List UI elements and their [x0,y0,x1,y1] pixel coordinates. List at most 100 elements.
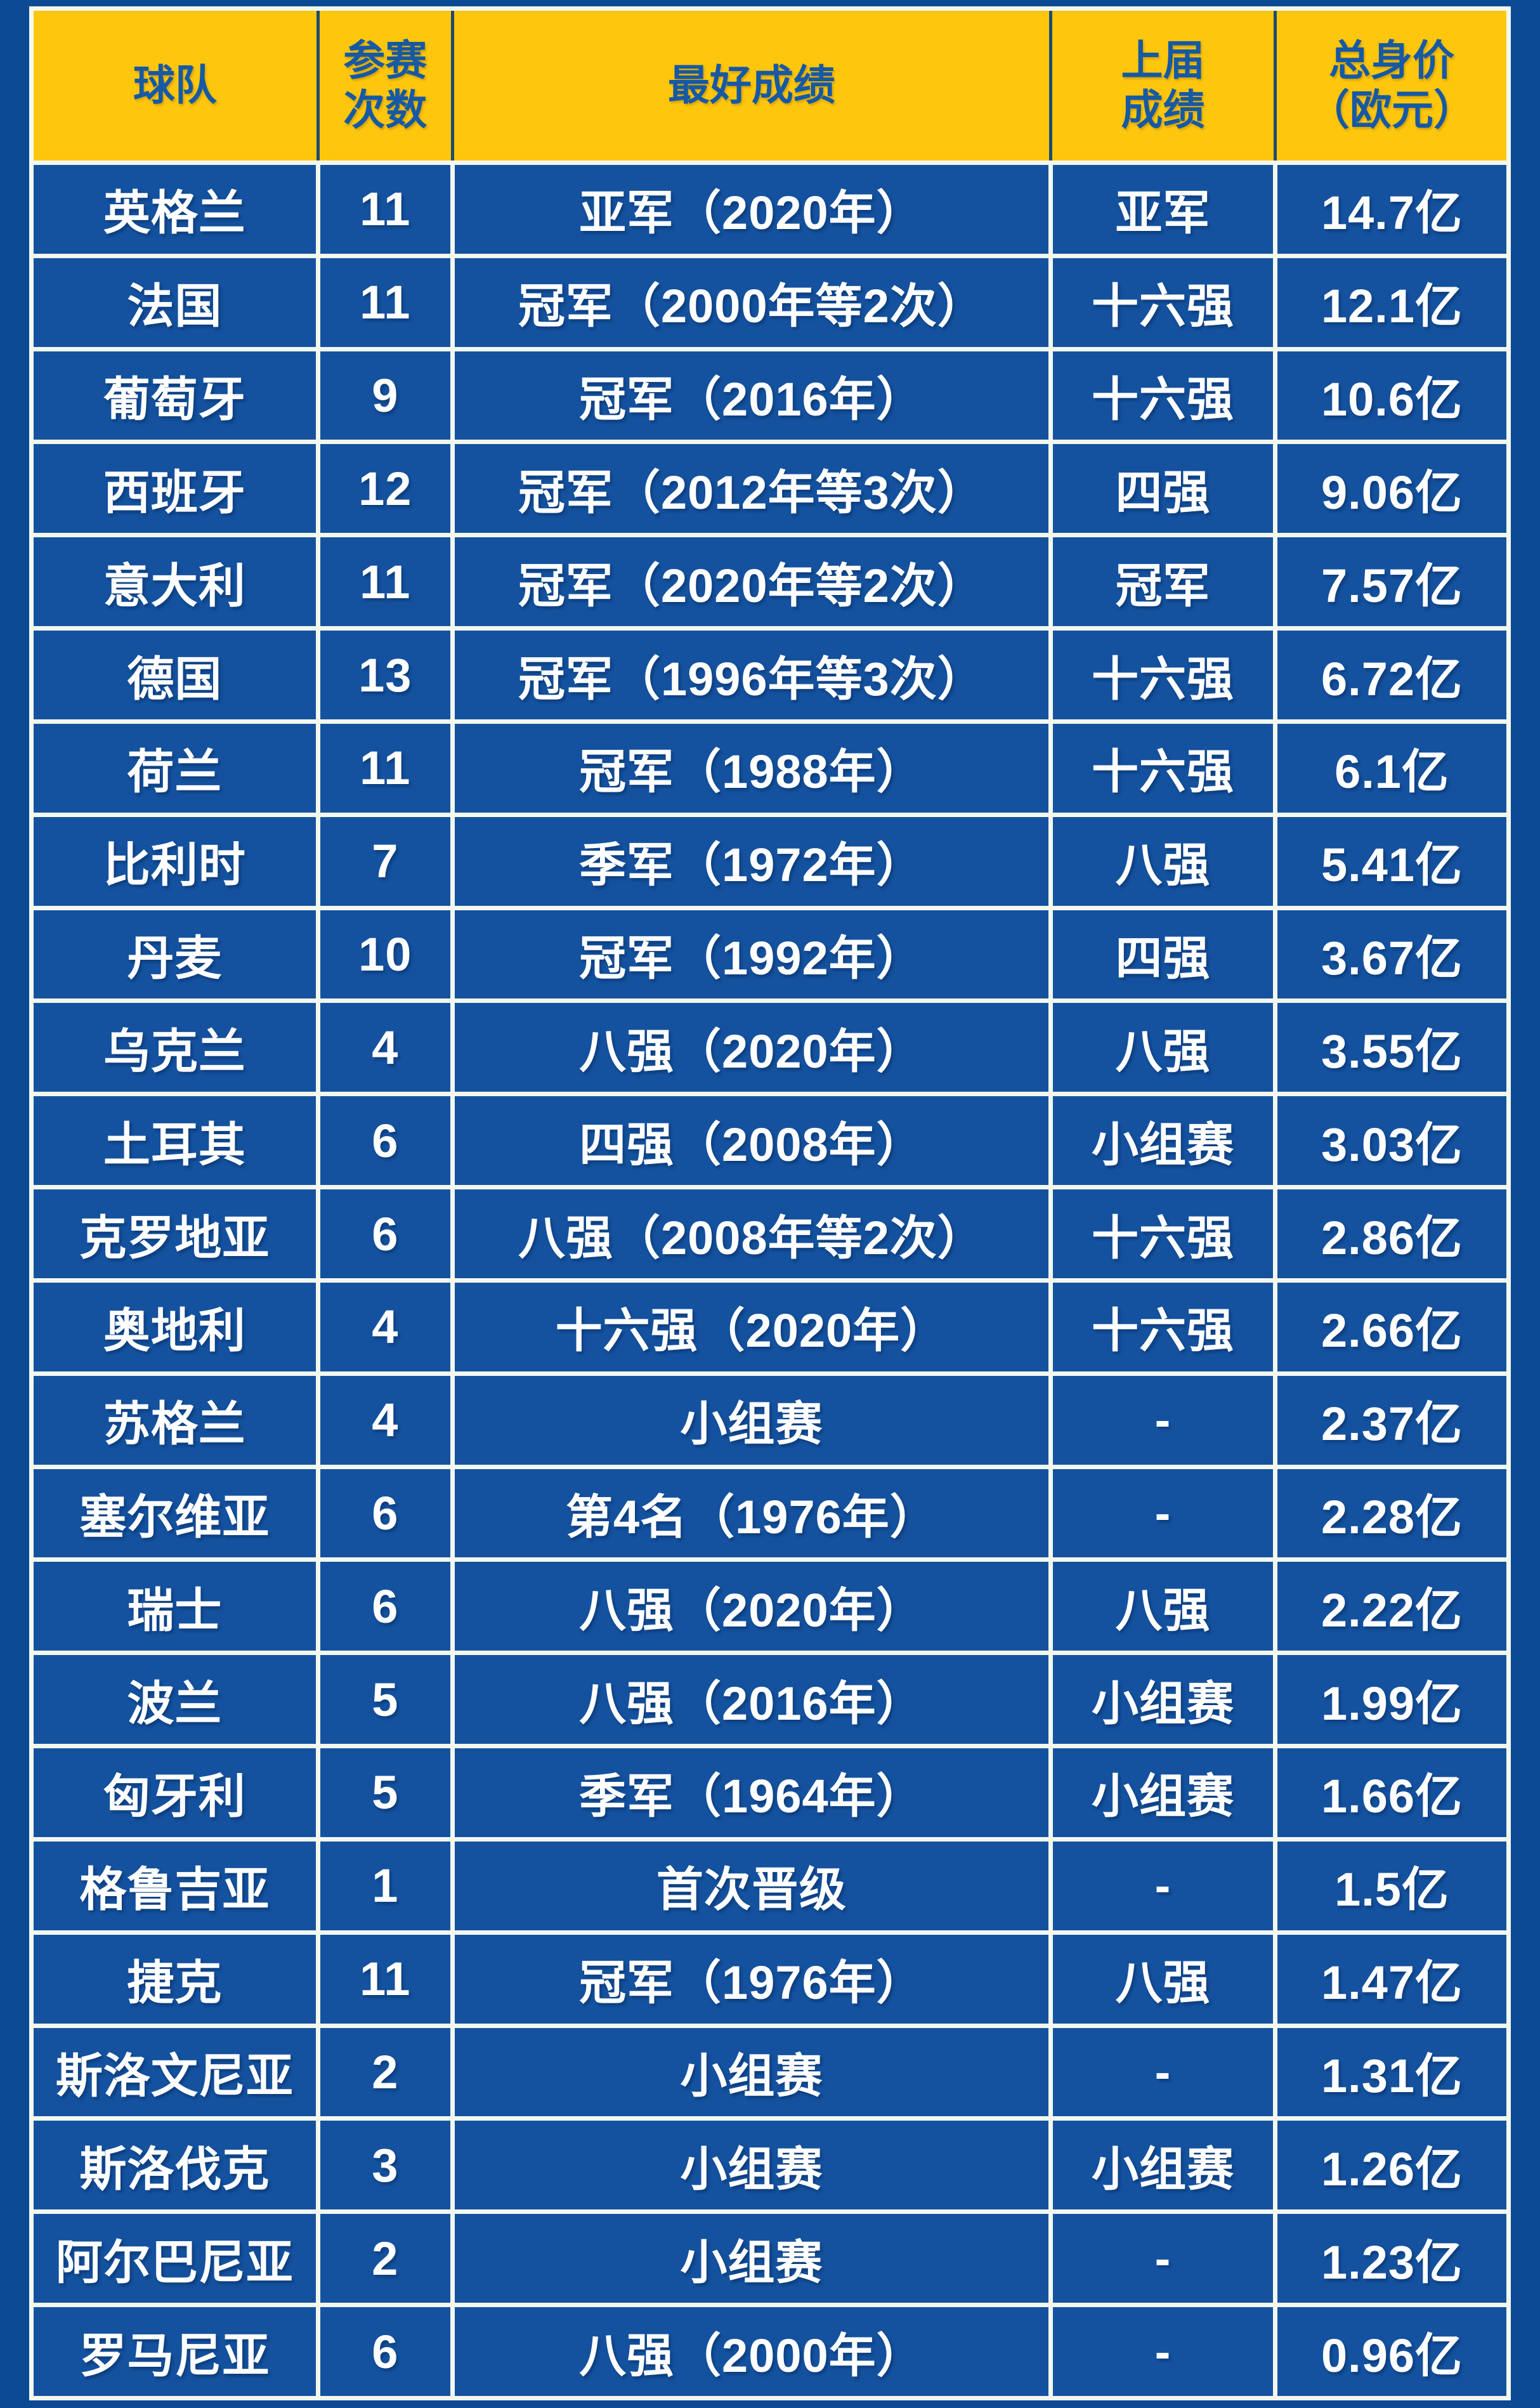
market-value-cell: 2.22亿 [1273,1557,1511,1656]
table-row: 乌克兰 4 八强（2020年） 八强 3.55亿 [29,998,1511,1097]
market-value-cell: 5.41亿 [1273,812,1511,910]
table-row: 阿尔巴尼亚 2 小组赛 -1.23亿 [29,2209,1511,2308]
appearances-cell: 6 [315,1557,455,1656]
table-body: 英格兰 11 亚军（2020年） 亚军 14.7亿 法国 11 冠军（2000年等2次） 十六强… [29,160,1511,2400]
best-result-cell: 小组赛 [450,2023,1054,2121]
col-header-last-result: 上届 成绩 [1049,6,1277,165]
best-result-cell: 八强（2016年） [450,1651,1054,1749]
last-result-cell: 十六强 [1048,1185,1277,1283]
market-value-cell: 1.66亿 [1273,1744,1511,1842]
last-result-cell: - [1048,2209,1277,2308]
table-row: 罗马尼亚 6 八强（2000年） -0.96亿 [29,2303,1511,2400]
market-value-cell: 3.55亿 [1273,998,1511,1097]
table-row: 捷克 11 冠军（1976年） 八强 1.47亿 [29,1930,1511,2028]
best-result-cell: 冠军（1996年等3次） [450,626,1054,724]
appearances-cell: 9 [315,346,455,445]
market-value-cell: 1.31亿 [1273,2023,1511,2121]
market-value-cell: 6.72亿 [1273,626,1511,724]
best-result-cell: 第4名（1976年） [450,1464,1054,1562]
best-result-cell: 冠军（2000年等2次） [450,253,1054,351]
appearances-cell: 11 [315,160,455,258]
team-cell: 法国 [29,253,320,351]
last-result-cell: 八强 [1048,998,1277,1097]
last-result-cell: 冠军 [1048,533,1277,631]
best-result-cell: 小组赛 [450,2116,1054,2215]
market-value-cell: 9.06亿 [1273,440,1511,538]
appearances-cell: 5 [315,1651,455,1749]
last-result-cell: 小组赛 [1048,1651,1277,1749]
team-cell: 斯洛文尼亚 [29,2023,320,2121]
col-header-market-value: 总身价 （欧元） [1274,6,1511,165]
best-result-cell: 八强（2008年等2次） [450,1185,1054,1283]
team-cell: 英格兰 [29,160,320,258]
table-row: 英格兰 11 亚军（2020年） 亚军 14.7亿 [29,160,1511,258]
market-value-cell: 6.1亿 [1273,719,1511,817]
table-row: 格鲁吉亚 1 首次晋级 -1.5亿 [29,1836,1511,1935]
team-cell: 葡萄牙 [29,346,320,445]
appearances-cell: 6 [315,1092,455,1190]
best-result-cell: 亚军（2020年） [450,160,1054,258]
best-result-cell: 冠军（1988年） [450,719,1054,817]
market-value-cell: 2.66亿 [1273,1278,1511,1376]
last-result-cell: 小组赛 [1048,1744,1277,1842]
last-result-cell: 八强 [1048,1557,1277,1656]
appearances-cell: 4 [315,998,455,1097]
table-row: 克罗地亚 6 八强（2008年等2次） 十六强 2.86亿 [29,1185,1511,1283]
last-result-cell: - [1048,1464,1277,1562]
table-row: 意大利 11 冠军（2020年等2次） 冠军 7.57亿 [29,533,1511,631]
appearances-cell: 5 [315,1744,455,1842]
appearances-cell: 6 [315,1185,455,1283]
last-result-cell: 八强 [1048,812,1277,910]
last-result-cell: - [1048,2023,1277,2121]
appearances-cell: 4 [315,1371,455,1469]
last-result-cell: 亚军 [1048,160,1277,258]
team-cell: 意大利 [29,533,320,631]
market-value-cell: 2.37亿 [1273,1371,1511,1469]
table-row: 匈牙利 5 季军（1964年） 小组赛 1.66亿 [29,1744,1511,1842]
appearances-cell: 2 [315,2023,455,2121]
table-row: 葡萄牙 9 冠军（2016年） 十六强 10.6亿 [29,346,1511,445]
market-value-cell: 1.23亿 [1273,2209,1511,2308]
team-cell: 罗马尼亚 [29,2303,320,2400]
team-cell: 丹麦 [29,905,320,1004]
table-row: 斯洛伐克 3 小组赛 小组赛 1.26亿 [29,2116,1511,2215]
team-cell: 德国 [29,626,320,724]
market-value-cell: 0.96亿 [1273,2303,1511,2400]
team-cell: 波兰 [29,1651,320,1749]
team-cell: 苏格兰 [29,1371,320,1469]
team-cell: 荷兰 [29,719,320,817]
appearances-cell: 2 [315,2209,455,2308]
col-header-best-result: 最好成绩 [450,6,1053,165]
euro-teams-table: 球队 参赛 次数 最好成绩 上届 成绩 总身价 （欧元） 英格兰 11 亚军（202… [29,6,1511,2400]
table-row: 斯洛文尼亚 2 小组赛 -1.31亿 [29,2023,1511,2121]
team-cell: 克罗地亚 [29,1185,320,1283]
last-result-cell: 十六强 [1048,253,1277,351]
table-row: 奥地利 4 十六强（2020年） 十六强 2.66亿 [29,1278,1511,1376]
market-value-cell: 3.03亿 [1273,1092,1511,1190]
best-result-cell: 季军（1972年） [450,812,1054,910]
team-cell: 比利时 [29,812,320,910]
market-value-cell: 7.57亿 [1273,533,1511,631]
team-cell: 奥地利 [29,1278,320,1376]
appearances-cell: 4 [315,1278,455,1376]
appearances-cell: 11 [315,533,455,631]
team-cell: 匈牙利 [29,1744,320,1842]
last-result-cell: - [1048,1836,1277,1935]
appearances-cell: 3 [315,2116,455,2215]
table-row: 瑞士 6 八强（2020年） 八强 2.22亿 [29,1557,1511,1656]
appearances-cell: 11 [315,253,455,351]
team-cell: 塞尔维亚 [29,1464,320,1562]
market-value-cell: 10.6亿 [1273,346,1511,445]
appearances-cell: 6 [315,1464,455,1562]
team-cell: 西班牙 [29,440,320,538]
last-result-cell: - [1048,2303,1277,2400]
market-value-cell: 2.86亿 [1273,1185,1511,1283]
market-value-cell: 14.7亿 [1273,160,1511,258]
table-row: 丹麦 10 冠军（1992年） 四强 3.67亿 [29,905,1511,1004]
best-result-cell: 八强（2020年） [450,1557,1054,1656]
best-result-cell: 四强（2008年） [450,1092,1054,1190]
last-result-cell: 小组赛 [1048,2116,1277,2215]
best-result-cell: 冠军（1992年） [450,905,1054,1004]
best-result-cell: 季军（1964年） [450,1744,1054,1842]
best-result-cell: 小组赛 [450,2209,1054,2308]
